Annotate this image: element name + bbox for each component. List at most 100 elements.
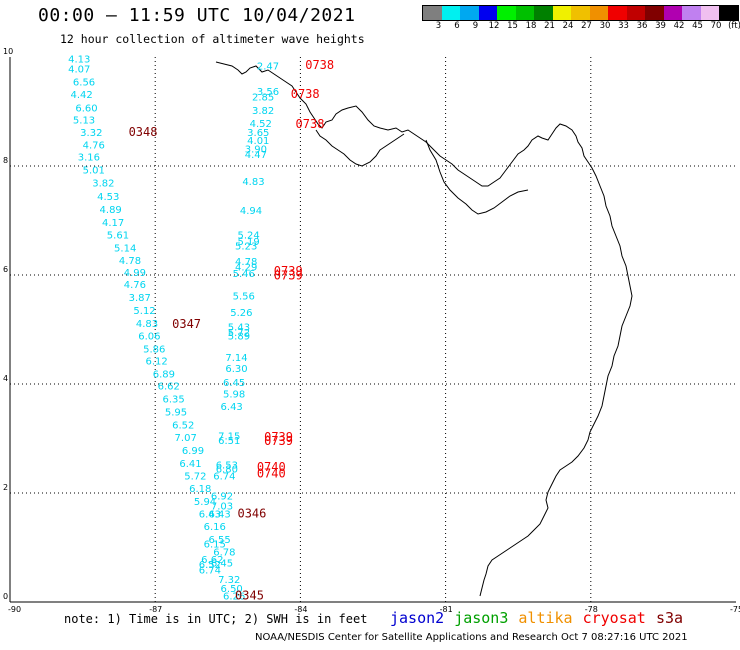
pass-time-label: 0346 (237, 507, 266, 521)
wave-height-label: 6.53 (216, 460, 238, 471)
scale-swatch (534, 6, 553, 20)
pass-time-label: 0348 (129, 125, 158, 139)
longitude-tick-label: -81 (440, 605, 453, 614)
longitude-tick-label: -75 (730, 605, 740, 614)
wave-height-label: 2.85 (252, 93, 274, 104)
wave-height-label: 5.56 (233, 292, 255, 303)
scale-label: 42 (673, 21, 685, 31)
scale-label: 12 (488, 21, 500, 31)
scale-label: 21 (544, 21, 555, 31)
wave-height-label: 4.89 (100, 205, 122, 216)
scale-swatch (663, 6, 682, 20)
scale-swatch (497, 6, 516, 20)
wave-height-label: 6.55 (208, 535, 230, 546)
coastline-central-america (215, 61, 633, 597)
wave-height-label: 5.94 (194, 497, 216, 508)
wave-height-label: 5.13 (73, 115, 95, 126)
satellite-s3a: s3a (656, 609, 684, 627)
scale-label: (ft) (728, 21, 740, 31)
footer-credit: NOAA/NESDIS Center for Satellite Applica… (255, 632, 688, 643)
scale-label: 45 (692, 21, 703, 31)
wave-height-label: 5.01 (83, 166, 105, 177)
scale-swatch (589, 6, 608, 20)
wave-height-label: 3.32 (80, 128, 102, 139)
wave-height-label: 2.47 (257, 62, 279, 73)
scale-label: 6 (454, 21, 460, 31)
scale-swatch (423, 6, 442, 20)
wave-height-label: 5.89 (228, 331, 250, 342)
wave-height-label: 5.14 (114, 244, 136, 255)
scale-swatch (478, 6, 497, 20)
wave-height-label: 5.86 (143, 344, 165, 355)
wave-height-label: 6.52 (199, 560, 221, 571)
pass-times: 0738073807380348073907390347073907390740… (129, 58, 335, 602)
pass-time-label: 0345 (235, 588, 264, 602)
wave-height-label: 6.43 (199, 510, 221, 521)
wave-height-label: 6.89 (153, 369, 175, 380)
wave-height-label: 3.82 (252, 106, 274, 117)
wave-height-label: 6.45 (211, 559, 233, 570)
satellite-altika: altika (518, 609, 573, 627)
wave-height-label: 5.19 (237, 237, 259, 248)
pass-time-label: 0740 (257, 460, 286, 474)
wave-height-label: 6.99 (182, 446, 204, 457)
wave-height-label: 4.99 (124, 268, 146, 279)
axis-labels: -90 -87 -84 -81 -78 -75 0 2 4 6 8 10 (3, 47, 740, 614)
wave-height-label: 5.72 (228, 328, 250, 339)
scale-label: 27 (581, 21, 592, 31)
wave-height-label: 6.62 (201, 555, 223, 566)
pass-time-label: 0739 (274, 264, 303, 278)
chart-title: 00:00 – 11:59 UTC 10/04/2021 (38, 5, 356, 26)
pass-time-label: 0740 (257, 467, 286, 481)
scale-label: 24 (562, 21, 574, 31)
scale-label: 70 (710, 21, 722, 31)
pass-time-label: 0738 (296, 117, 325, 131)
wave-height-label: 4.83 (242, 177, 264, 188)
coastline-colombia-pacific (425, 139, 529, 215)
wave-height-label: 6.26 (223, 591, 245, 602)
latitude-tick-label: 2 (3, 483, 8, 492)
scale-swatch (441, 6, 460, 20)
scale-swatch (719, 6, 738, 20)
pass-time-label: 0738 (291, 87, 320, 101)
wave-height-label: 7.14 (225, 353, 247, 364)
latitude-tick-label: 8 (3, 156, 8, 165)
wave-height-label: 5.43 (228, 323, 250, 334)
longitude-tick-label: -90 (8, 605, 21, 614)
wave-height-label: 7.03 (211, 501, 233, 512)
wave-height-label: 4.29 (235, 263, 257, 274)
scale-swatch (608, 6, 627, 20)
wave-height-label: 6.15 (204, 540, 226, 551)
wave-height-label: 3.65 (247, 128, 269, 139)
wave-height-label: 3.56 (257, 87, 279, 98)
scale-swatch (626, 6, 645, 20)
satellite-jason3: jason3 (454, 609, 509, 627)
wave-height-label: 4.78 (119, 256, 141, 267)
wave-height-label: 6.60 (75, 104, 97, 115)
wave-height-label: 6.43 (208, 510, 230, 521)
scale-swatch (682, 6, 701, 20)
wave-height-label: 4.94 (240, 206, 262, 217)
pass-time-label: 0739 (264, 430, 293, 444)
wave-height-label: 4.17 (102, 218, 124, 229)
scale-label: 36 (636, 21, 648, 31)
footer-note: note: 1) Time is in UTC; 2) SWH is in fe… (64, 612, 368, 626)
wave-height-label: 4.07 (68, 64, 90, 75)
wave-height-label: 3.90 (245, 144, 267, 155)
wave-height-label: 3.87 (129, 293, 151, 304)
wave-height-label: 5.24 (237, 230, 259, 241)
wave-height-label: 5.72 (184, 471, 206, 482)
wave-height-label: 5.26 (230, 308, 252, 319)
wave-height-label: 4.52 (250, 119, 272, 130)
chart-subtitle: 12 hour collection of altimeter wave hei… (60, 32, 365, 46)
map-gridlines (10, 57, 736, 602)
wave-height-label: 6.74 (199, 566, 221, 577)
latitude-tick-label: 4 (3, 374, 8, 383)
wave-height-label: 4.47 (245, 150, 267, 161)
wave-height-label: 6.52 (172, 421, 194, 432)
wave-height-label: 6.62 (158, 381, 180, 392)
pass-time-label: 0739 (264, 434, 293, 448)
wave-height-label: 4.76 (83, 141, 105, 152)
wave-height-label: 5.61 (107, 230, 129, 241)
